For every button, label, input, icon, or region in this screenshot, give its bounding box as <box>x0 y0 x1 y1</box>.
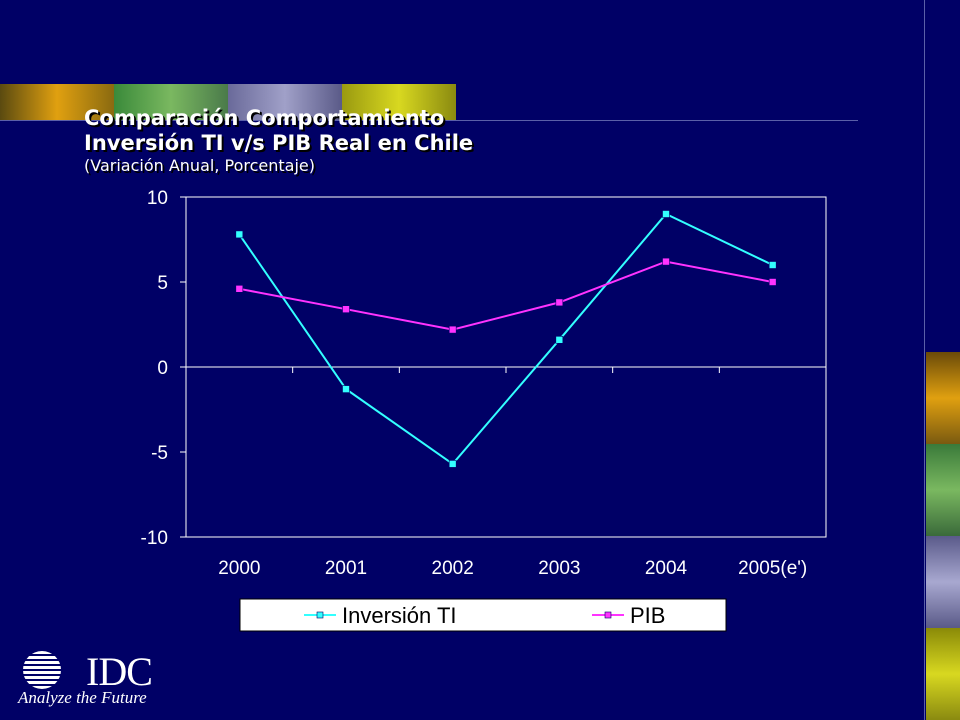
globe-icon <box>23 651 61 689</box>
title-line-1: Comparación Comportamiento <box>84 106 445 130</box>
data-point-inversion <box>555 335 564 344</box>
x-tick-label: 2002 <box>432 558 474 579</box>
data-point-pib <box>448 325 457 334</box>
series-line-inversion <box>238 212 774 466</box>
y-tick-label: 5 <box>157 273 168 294</box>
legend: Inversión TI PIB <box>239 598 727 632</box>
x-tick-label: 2004 <box>645 558 688 579</box>
x-tick-label: 2001 <box>325 558 367 579</box>
x-tick-label: 2005(e') <box>738 558 807 579</box>
legend-marker-pib <box>604 611 612 619</box>
decorative-photo-strip-top <box>0 84 456 120</box>
legend-label-pib: PIB <box>630 603 665 628</box>
data-point-pib <box>768 278 777 286</box>
data-point-pib <box>662 257 670 266</box>
data-point-pib <box>555 298 564 307</box>
decorative-photo-strip-right <box>926 352 960 720</box>
data-point-inversion <box>448 460 457 468</box>
y-tick-label: 10 <box>147 188 168 209</box>
x-tick-label: 2003 <box>538 558 580 579</box>
logo-wordmark: IDC <box>86 649 153 694</box>
logo-tagline: Analyze the Future <box>18 688 147 707</box>
data-point-inversion <box>342 385 350 393</box>
data-point-inversion <box>235 230 244 239</box>
axes: 10 5 0 -5 -10 2000 2001 2002 2003 2004 2005(e') <box>141 188 826 579</box>
y-tick-label: -10 <box>141 528 168 549</box>
legend-label-inversion: Inversión TI <box>342 603 457 628</box>
y-tick-label: 0 <box>157 358 168 379</box>
header-divider <box>0 120 858 121</box>
idc-logo: IDC Analyze the Future <box>16 649 153 710</box>
data-point-inversion <box>768 261 777 269</box>
right-divider <box>924 0 925 720</box>
y-tick-label: -5 <box>151 443 168 464</box>
slide-title: Comparación Comportamiento Inversión TI … <box>84 106 473 176</box>
legend-marker-inversion <box>316 611 324 619</box>
series-line-pib <box>239 260 773 331</box>
data-point-pib <box>235 284 244 293</box>
x-tick-label: 2000 <box>218 558 260 579</box>
title-subtitle: (Variación Anual, Porcentaje) <box>84 156 315 175</box>
series-group <box>235 210 777 468</box>
title-line-2: Inversión TI v/s PIB Real en Chile <box>84 131 474 155</box>
data-point-pib <box>342 305 350 314</box>
data-point-inversion <box>662 210 670 218</box>
